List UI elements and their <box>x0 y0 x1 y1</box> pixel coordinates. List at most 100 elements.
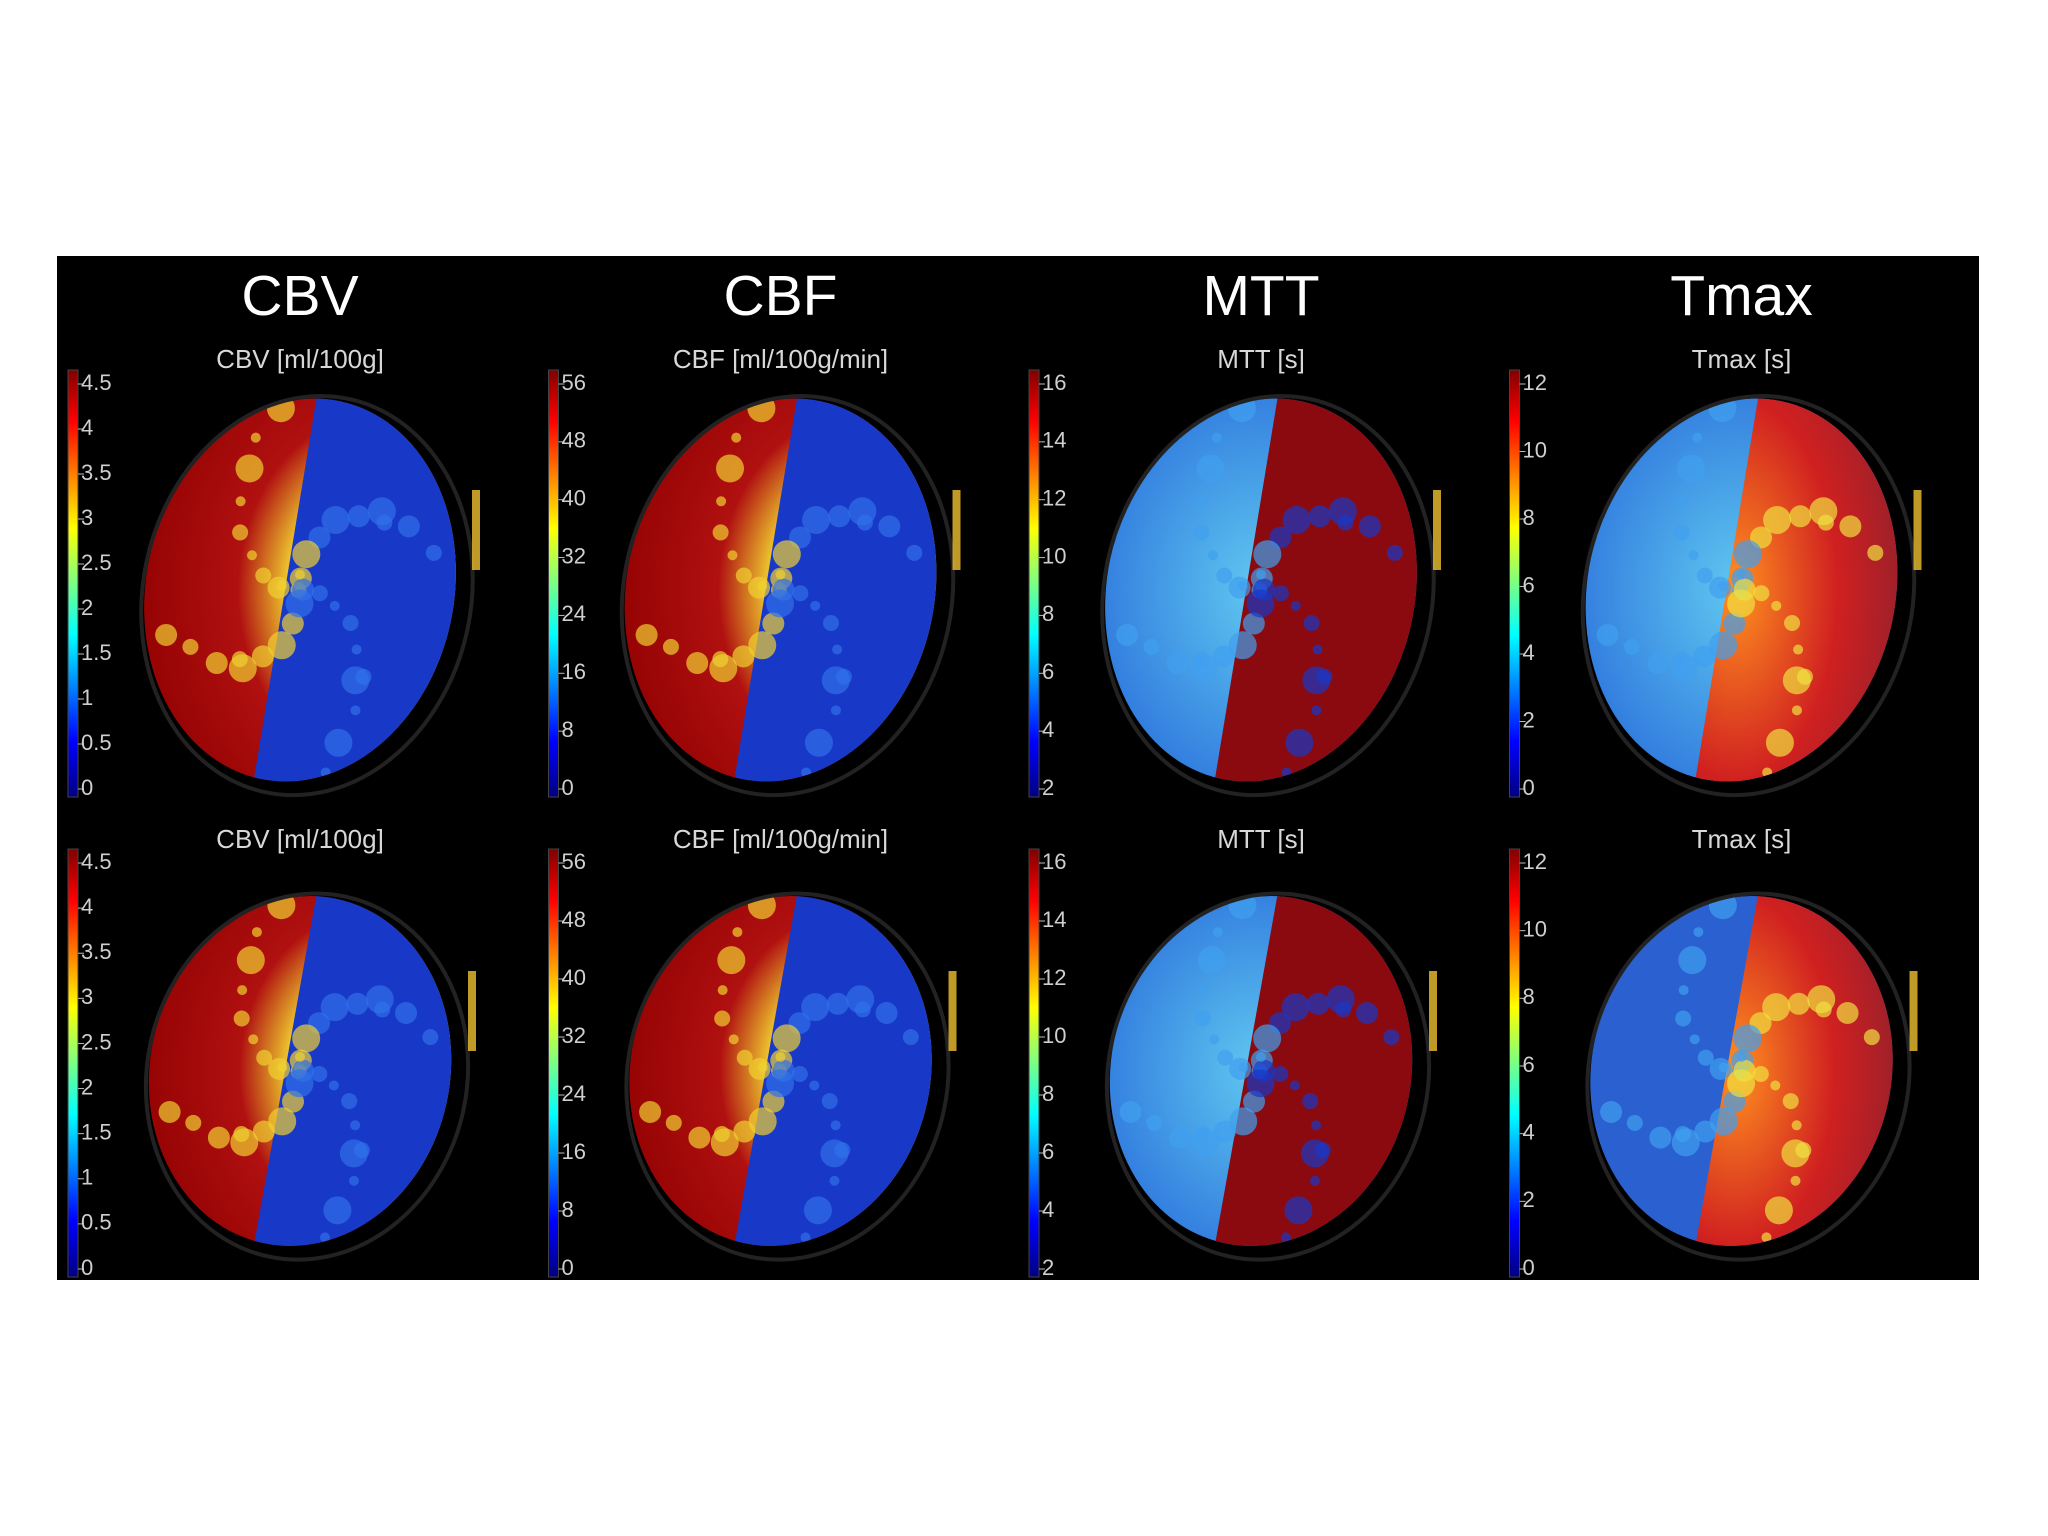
texture-speck <box>1310 1175 1320 1186</box>
texture-speck <box>1733 540 1762 569</box>
texture-speck <box>906 544 923 561</box>
texture-speck <box>320 993 349 1022</box>
column-title: MTT <box>1202 264 1319 328</box>
texture-speck <box>230 1128 259 1157</box>
texture-speck <box>1671 1128 1700 1157</box>
colorbar-tick-label: 48 <box>562 428 586 453</box>
colorbar-tick-label: 2.5 <box>81 1029 112 1054</box>
texture-speck <box>311 585 328 602</box>
texture-speck <box>1358 515 1381 538</box>
colorbar-tick-label: 4.5 <box>81 370 112 395</box>
texture-speck <box>1253 1024 1282 1053</box>
texture-speck <box>182 638 199 655</box>
texture-speck <box>714 1010 731 1027</box>
colorbar-tick-label: 12 <box>1523 370 1547 395</box>
texture-speck <box>835 668 852 685</box>
texture-speck <box>1290 600 1301 611</box>
texture-speck <box>775 569 786 580</box>
colorbar-tick-label: 2 <box>1523 1187 1535 1212</box>
panel-label: MTT [s] <box>1217 344 1305 374</box>
texture-speck <box>256 1049 273 1066</box>
texture-speck <box>1116 623 1139 646</box>
texture-speck <box>709 654 738 683</box>
texture-speck <box>1303 614 1320 631</box>
colorbar-tick-label: 0 <box>1523 775 1535 800</box>
texture-speck <box>732 927 743 938</box>
skull-rim <box>139 394 475 798</box>
texture-speck <box>727 550 738 561</box>
colorbar-tick-label: 8 <box>1523 505 1535 530</box>
texture-speck <box>1217 1049 1234 1066</box>
texture-speck <box>828 505 851 528</box>
texture-speck <box>1693 927 1704 938</box>
texture-speck <box>235 496 246 507</box>
texture-speck <box>1272 585 1289 602</box>
colorbar-tick-label: 24 <box>562 1081 586 1106</box>
texture-speck <box>255 567 272 584</box>
texture-speck <box>320 1232 331 1243</box>
colorbar-tick-label: 0 <box>1523 1255 1535 1280</box>
colorbar-tick-label: 0 <box>81 775 93 800</box>
texture-speck <box>1689 1034 1700 1045</box>
texture-speck <box>1626 1114 1643 1131</box>
texture-speck <box>846 985 875 1014</box>
texture-speck <box>1193 524 1210 541</box>
texture-speck <box>1836 1001 1859 1024</box>
texture-speck <box>804 728 833 757</box>
colorbar-tick-label: 2 <box>1523 707 1535 732</box>
texture-speck <box>355 668 372 685</box>
colorbar-tick-label: 4 <box>1042 717 1054 742</box>
texture-speck <box>236 946 265 975</box>
texture-speck <box>1119 1100 1142 1123</box>
brain-right <box>1211 875 1431 1267</box>
texture-speck <box>1752 1065 1769 1082</box>
texture-speck <box>1796 668 1813 685</box>
texture-speck <box>902 1029 919 1046</box>
skull-rim <box>624 891 951 1262</box>
texture-speck <box>1688 550 1699 561</box>
texture-speck <box>1212 645 1235 668</box>
marker-strip <box>1909 971 1918 1051</box>
texture-speck <box>772 1059 795 1082</box>
texture-speck <box>1229 1057 1252 1080</box>
texture-speck <box>1228 576 1251 599</box>
texture-speck <box>821 1093 838 1110</box>
brain-right <box>250 875 470 1267</box>
texture-speck <box>1723 612 1746 635</box>
texture-speck <box>1733 1059 1756 1082</box>
texture-speck <box>1189 654 1218 683</box>
colorbar-tick-label: 10 <box>1523 437 1547 462</box>
colorbar-tick-label: 10 <box>1042 543 1066 568</box>
texture-speck <box>810 600 821 611</box>
texture-speck <box>731 432 742 443</box>
colorbar <box>67 369 79 798</box>
texture-speck <box>1623 638 1640 655</box>
colorbar-tick-label: 4 <box>1042 1197 1054 1222</box>
colorbar-tick-label: 40 <box>562 486 586 511</box>
brain-map <box>1097 377 1435 803</box>
texture-speck <box>1209 1034 1220 1045</box>
marker-strip <box>1433 490 1441 570</box>
texture-speck <box>832 644 843 655</box>
texture-speck <box>1791 1120 1802 1131</box>
texture-speck <box>717 946 746 975</box>
colorbar-tick-label: 3.5 <box>81 460 112 485</box>
marker-strip <box>948 971 957 1051</box>
texture-speck <box>155 623 178 646</box>
texture-speck <box>1782 1093 1799 1110</box>
texture-speck <box>397 515 420 538</box>
panel-label: CBV [ml/100g] <box>216 824 384 854</box>
colorbar-tick-label: 6 <box>1523 1052 1535 1077</box>
texture-speck <box>1272 1065 1289 1082</box>
colorbar <box>548 848 559 1278</box>
brain-right <box>1211 377 1435 803</box>
texture-speck <box>800 1232 811 1243</box>
texture-speck <box>635 623 658 646</box>
texture-speck <box>1736 569 1747 580</box>
texture-speck <box>1253 578 1276 601</box>
texture-speck <box>1761 1232 1772 1243</box>
colorbar-tick-label: 8 <box>1042 601 1054 626</box>
panel-label: CBV [ml/100g] <box>216 344 384 374</box>
column-title: CBF <box>724 264 838 328</box>
texture-speck <box>1784 614 1801 631</box>
